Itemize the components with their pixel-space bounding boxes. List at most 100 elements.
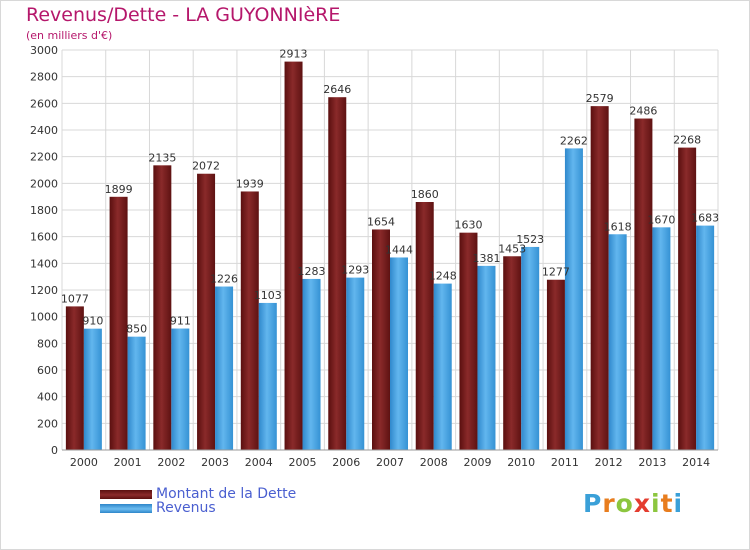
- x-tick-label: 2007: [376, 456, 404, 469]
- revenue-bar: [696, 225, 715, 450]
- revenue-value-label: 1618: [604, 220, 632, 233]
- debt-value-label: 1899: [105, 183, 133, 196]
- y-tick-label: 1200: [30, 284, 58, 297]
- debt-value-label: 2268: [673, 134, 701, 147]
- debt-value-label: 1077: [61, 292, 89, 305]
- legend-swatch-debt: [100, 489, 152, 499]
- debt-bar: [459, 232, 478, 450]
- revenue-bar: [390, 257, 408, 450]
- x-tick-label: 2002: [157, 456, 185, 469]
- logo-letter: i: [651, 489, 661, 518]
- revenue-value-label: 1248: [429, 270, 457, 283]
- revenue-bar: [83, 328, 102, 450]
- revenue-value-label: 1381: [472, 252, 500, 265]
- y-tick-label: 0: [51, 444, 58, 457]
- legend-swatch-revenue: [100, 503, 152, 513]
- logo-letter: P: [583, 489, 603, 518]
- chart-title: Revenus/Dette - LA GUYONNIèRE: [26, 4, 341, 26]
- debt-bar: [503, 256, 522, 450]
- debt-bar: [590, 106, 609, 450]
- x-tick-label: 2006: [332, 456, 360, 469]
- y-tick-label: 400: [37, 391, 58, 404]
- debt-bar: [65, 306, 84, 450]
- y-tick-label: 1400: [30, 257, 58, 270]
- debt-value-label: 1630: [454, 219, 482, 232]
- x-tick-label: 2003: [201, 456, 229, 469]
- debt-bar: [634, 118, 653, 451]
- revenue-value-label: 1283: [298, 265, 326, 278]
- logo-letter: i: [673, 489, 684, 518]
- y-tick-label: 2600: [30, 97, 58, 110]
- x-tick-label: 2001: [114, 456, 142, 469]
- y-tick-label: 800: [37, 337, 58, 350]
- revenue-value-label: 1103: [254, 289, 282, 302]
- debt-value-label: 1453: [498, 242, 526, 255]
- revenue-bar: [215, 286, 234, 450]
- y-tick-label: 2200: [30, 151, 58, 164]
- debt-bar: [328, 97, 347, 450]
- logo-letter: o: [615, 489, 634, 518]
- revenue-bar: [477, 265, 496, 450]
- y-tick-label: 3000: [30, 44, 58, 57]
- debt-value-label: 2486: [629, 105, 657, 118]
- debt-value-label: 2646: [323, 83, 351, 96]
- x-tick-label: 2014: [682, 456, 710, 469]
- x-tick-label: 2012: [595, 456, 623, 469]
- debt-value-label: 1860: [411, 188, 439, 201]
- revenue-bar: [608, 234, 627, 450]
- legend-item-revenue: Revenus: [100, 500, 216, 516]
- y-tick-label: 1600: [30, 231, 58, 244]
- revenue-bar: [127, 336, 146, 450]
- debt-value-label: 1654: [367, 215, 395, 228]
- y-tick-label: 600: [37, 364, 58, 377]
- revenue-bar: [521, 246, 540, 450]
- x-tick-label: 2010: [507, 456, 535, 469]
- x-tick-label: 2011: [551, 456, 579, 469]
- y-tick-label: 2000: [30, 177, 58, 190]
- legend-label-debt: Montant de la Dette: [156, 486, 297, 502]
- revenue-value-label: 910: [82, 315, 103, 328]
- proxiti-logo: Proxiti: [583, 489, 683, 518]
- y-tick-label: 2800: [30, 71, 58, 84]
- revenue-bar: [433, 283, 452, 450]
- debt-value-label: 1277: [542, 266, 570, 279]
- debt-bar: [197, 173, 216, 450]
- logo-letter: r: [602, 489, 616, 518]
- revenue-bar: [302, 278, 321, 450]
- logo-letter: t: [660, 489, 674, 518]
- y-tick-label: 1000: [30, 311, 58, 324]
- revenue-value-label: 1226: [210, 273, 238, 286]
- revenue-bar: [258, 302, 277, 450]
- revenue-bar: [652, 227, 671, 450]
- revenue-bar: [171, 328, 190, 450]
- revenue-value-label: 1293: [341, 264, 369, 277]
- revenue-value-label: 1683: [691, 212, 719, 225]
- debt-value-label: 2579: [586, 92, 614, 105]
- revenue-value-label: 911: [170, 315, 191, 328]
- revenue-bar: [564, 148, 583, 450]
- debt-value-label: 2913: [280, 48, 308, 61]
- debt-bar: [546, 279, 565, 450]
- debt-bar: [153, 165, 172, 451]
- x-tick-label: 2013: [638, 456, 666, 469]
- x-tick-label: 2009: [463, 456, 491, 469]
- logo-letter: x: [633, 489, 651, 518]
- y-tick-label: 2400: [30, 124, 58, 137]
- revenue-value-label: 1670: [647, 213, 675, 226]
- debt-bar: [240, 191, 259, 450]
- debt-value-label: 1939: [236, 177, 264, 190]
- debt-bar: [109, 196, 128, 450]
- revenue-value-label: 850: [126, 323, 147, 336]
- debt-bar: [284, 61, 303, 450]
- debt-bar: [678, 147, 697, 450]
- debt-value-label: 2072: [192, 160, 220, 173]
- y-tick-label: 200: [37, 417, 58, 430]
- revenue-bar: [346, 277, 365, 450]
- legend-label-revenue: Revenus: [156, 500, 216, 516]
- chart-subtitle: (en milliers d'€): [26, 29, 113, 42]
- revenue-value-label: 1444: [385, 243, 413, 256]
- x-tick-label: 2005: [289, 456, 317, 469]
- y-tick-label: 1800: [30, 204, 58, 217]
- x-tick-label: 2000: [70, 456, 98, 469]
